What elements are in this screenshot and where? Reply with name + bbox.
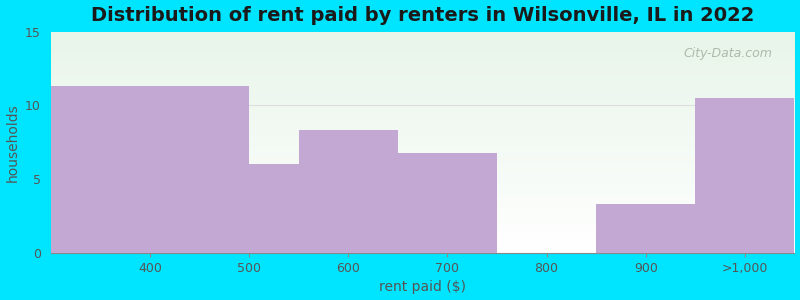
- Bar: [398, 153, 497, 253]
- Bar: [298, 130, 398, 253]
- Y-axis label: households: households: [6, 103, 19, 182]
- X-axis label: rent paid ($): rent paid ($): [379, 280, 466, 294]
- Bar: [695, 98, 794, 253]
- Bar: [50, 86, 249, 253]
- Title: Distribution of rent paid by renters in Wilsonville, IL in 2022: Distribution of rent paid by renters in …: [91, 6, 754, 25]
- Bar: [596, 204, 695, 253]
- Bar: [249, 164, 298, 253]
- Text: City-Data.com: City-Data.com: [683, 47, 772, 60]
